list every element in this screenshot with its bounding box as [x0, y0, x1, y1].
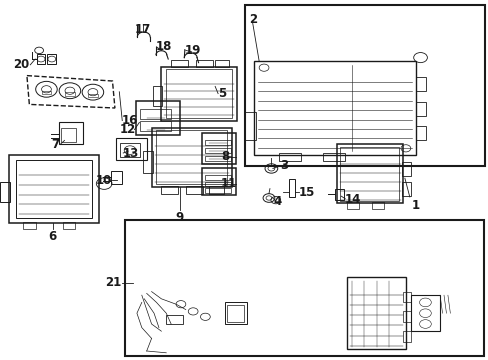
- Bar: [61, 128, 76, 142]
- Text: 20: 20: [13, 58, 29, 71]
- Bar: [205, 175, 230, 180]
- Bar: [254, 61, 415, 155]
- Bar: [140, 109, 170, 119]
- Bar: [116, 138, 146, 160]
- Bar: [415, 126, 426, 140]
- Text: 4: 4: [273, 195, 282, 208]
- Bar: [202, 133, 236, 164]
- Bar: [403, 331, 410, 342]
- Bar: [166, 69, 232, 118]
- Bar: [62, 222, 75, 229]
- Bar: [136, 101, 180, 135]
- Bar: [337, 144, 403, 203]
- Text: 1: 1: [411, 199, 419, 212]
- Text: 17: 17: [134, 23, 151, 36]
- Text: 12: 12: [120, 123, 136, 136]
- Text: 8: 8: [221, 150, 229, 163]
- Bar: [322, 153, 344, 161]
- Bar: [205, 156, 230, 161]
- Bar: [335, 189, 344, 200]
- Text: 2: 2: [249, 13, 257, 26]
- Bar: [111, 171, 122, 184]
- Text: 19: 19: [184, 44, 201, 57]
- Text: 15: 15: [298, 186, 314, 199]
- Bar: [339, 147, 398, 201]
- Bar: [245, 5, 484, 166]
- Bar: [171, 60, 188, 67]
- Text: 16: 16: [121, 114, 137, 127]
- Text: 18: 18: [155, 40, 171, 53]
- Bar: [289, 179, 295, 197]
- Bar: [346, 277, 405, 349]
- Bar: [202, 168, 236, 195]
- Bar: [195, 60, 212, 67]
- Bar: [215, 60, 228, 67]
- Bar: [243, 112, 255, 140]
- Bar: [156, 130, 227, 184]
- Bar: [120, 143, 140, 157]
- Bar: [65, 92, 75, 96]
- Bar: [278, 153, 300, 161]
- Bar: [185, 186, 203, 194]
- Bar: [37, 54, 45, 64]
- Bar: [59, 122, 83, 144]
- Text: 3: 3: [279, 159, 287, 172]
- Text: 10: 10: [95, 174, 111, 186]
- Bar: [0, 182, 10, 202]
- Bar: [205, 148, 230, 153]
- Bar: [142, 151, 152, 173]
- Bar: [205, 188, 230, 193]
- Bar: [401, 182, 410, 196]
- Bar: [401, 162, 410, 176]
- Text: 11: 11: [221, 177, 237, 190]
- Bar: [161, 186, 178, 194]
- Bar: [9, 155, 99, 223]
- Bar: [41, 91, 51, 94]
- Bar: [166, 315, 183, 324]
- Bar: [47, 54, 56, 64]
- Bar: [209, 186, 224, 194]
- Text: 5: 5: [217, 87, 225, 100]
- Bar: [371, 202, 383, 209]
- Text: 9: 9: [176, 211, 183, 224]
- Text: 7: 7: [51, 138, 60, 150]
- Bar: [124, 220, 483, 356]
- Bar: [415, 102, 426, 116]
- Bar: [403, 292, 410, 302]
- Text: 13: 13: [122, 147, 138, 159]
- Bar: [16, 160, 92, 218]
- Text: 6: 6: [49, 230, 57, 243]
- Bar: [227, 305, 244, 322]
- Bar: [152, 86, 162, 106]
- Bar: [161, 67, 237, 121]
- Bar: [410, 295, 439, 331]
- Bar: [205, 182, 230, 186]
- Text: 21: 21: [105, 276, 121, 289]
- Bar: [140, 121, 170, 131]
- Bar: [205, 140, 230, 145]
- Bar: [346, 202, 359, 209]
- Bar: [23, 222, 36, 229]
- Bar: [88, 94, 98, 97]
- Bar: [151, 128, 232, 187]
- Text: 14: 14: [344, 193, 360, 206]
- Bar: [403, 311, 410, 322]
- Bar: [415, 77, 426, 91]
- Bar: [224, 302, 246, 324]
